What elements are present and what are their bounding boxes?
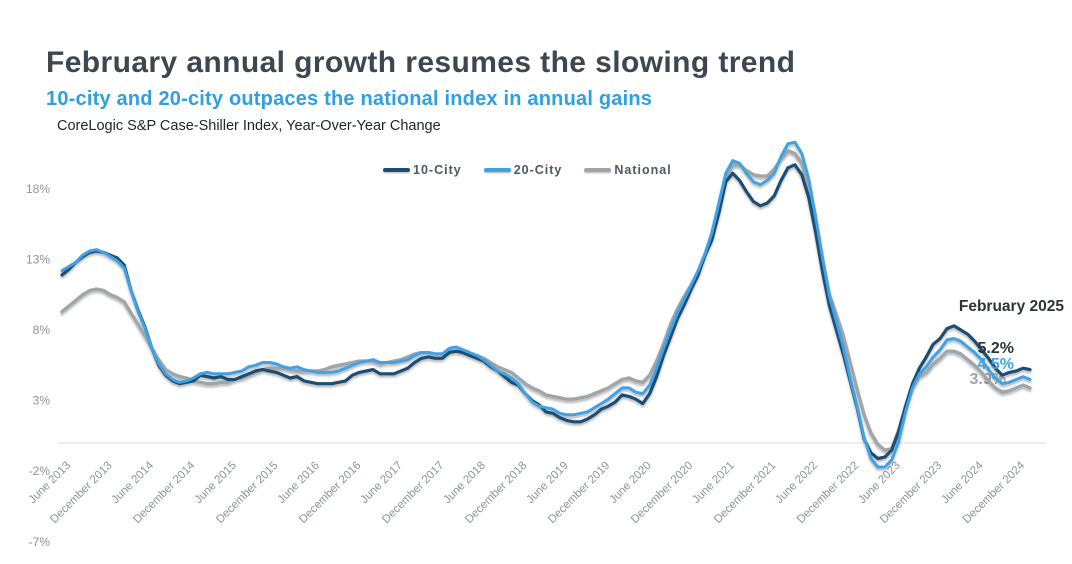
legend-label: 10-City: [413, 163, 462, 177]
y-tick-label: 3%: [33, 394, 51, 408]
line-10-city: [60, 163, 1032, 461]
annotation-value-10-city: 5.2%: [978, 340, 1014, 357]
legend-item-national: National: [584, 163, 671, 177]
legend-item-20-city: 20-City: [483, 163, 563, 177]
annotation-title: February 2025: [959, 298, 1064, 315]
y-tick-label: -2%: [29, 464, 51, 478]
y-tick-label: 13%: [26, 252, 50, 266]
legend-item-10-city: 10-City: [383, 163, 462, 177]
chart-legend: 10-City 20-City National: [383, 163, 672, 177]
legend-swatch-icon: [483, 168, 511, 172]
legend-label: National: [614, 163, 672, 177]
page-title: February annual growth resumes the slowi…: [46, 46, 796, 79]
legend-swatch-icon: [584, 168, 612, 172]
legend-label: 20-City: [513, 163, 563, 177]
page-subtitle: 10-city and 20-city outpaces the nationa…: [46, 88, 653, 110]
annotation-front-layer: 5.2%4.5% February 2025: [959, 298, 1064, 373]
series-lines-layer: [60, 140, 1032, 469]
y-tick-label: -7%: [29, 535, 51, 549]
chart-caption: CoreLogic S&P Case-Shiller Index, Year-O…: [57, 118, 441, 134]
annotation-value-20-city: 4.5%: [978, 356, 1014, 373]
line-20-city: [60, 140, 1032, 469]
y-tick-label: 18%: [26, 182, 50, 196]
line-national: [60, 149, 1032, 452]
legend-swatch-icon: [383, 168, 410, 172]
y-tick-label: 8%: [33, 323, 51, 337]
